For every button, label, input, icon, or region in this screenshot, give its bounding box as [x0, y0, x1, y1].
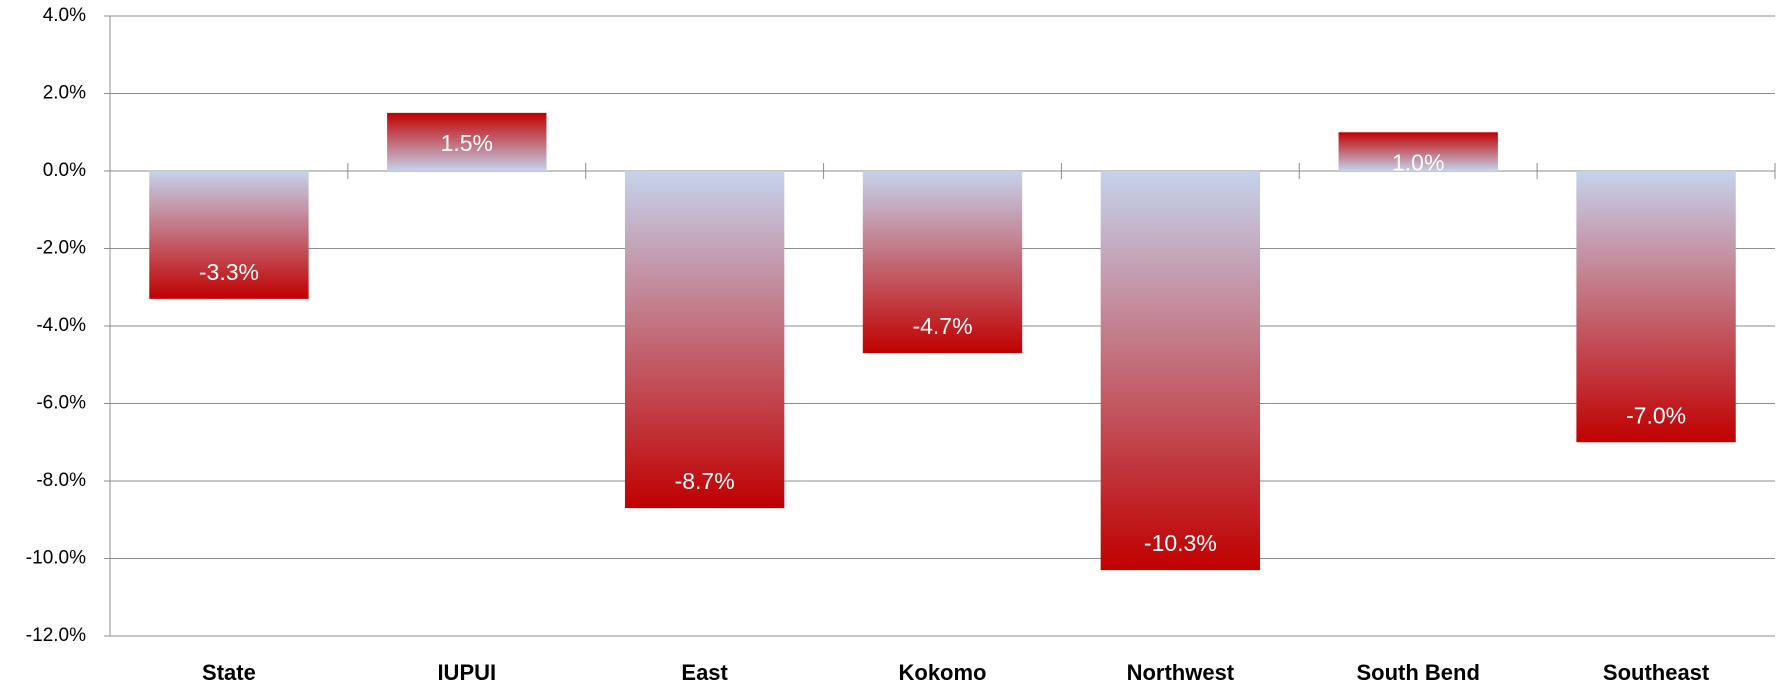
bar: [1338, 132, 1498, 171]
value-label: 1.5%: [441, 130, 493, 156]
y-tick-label: 2.0%: [43, 83, 86, 104]
value-label: -7.0%: [1626, 402, 1686, 428]
x-tick-label: South Bend: [1356, 660, 1479, 685]
bar: [387, 112, 547, 171]
value-label: -4.7%: [912, 313, 972, 339]
bar: [862, 171, 1023, 354]
bar: [149, 171, 309, 299]
value-label: -10.3%: [1144, 530, 1217, 556]
x-tick-label: Kokomo: [899, 660, 987, 685]
x-tick-label: Northwest: [1127, 660, 1235, 685]
y-tick-label: 0.0%: [43, 160, 86, 181]
y-tick-label: -4.0%: [36, 315, 86, 336]
y-tick-label: -12.0%: [26, 625, 86, 646]
value-label: -8.7%: [675, 468, 735, 494]
y-tick-label: -6.0%: [36, 393, 86, 414]
y-tick-label: -10.0%: [26, 548, 86, 569]
bar: [1576, 171, 1736, 443]
bar: [1100, 171, 1261, 571]
x-tick-label: Southeast: [1603, 660, 1710, 685]
y-tick-label: 4.0%: [43, 5, 86, 26]
x-tick-label: IUPUI: [437, 660, 496, 685]
x-tick-label: East: [681, 660, 728, 685]
x-tick-label: State: [202, 660, 256, 685]
bar: [624, 171, 785, 509]
value-label: 1.0%: [1392, 149, 1444, 175]
y-tick-label: -2.0%: [36, 238, 86, 259]
y-tick-label: -8.0%: [36, 470, 86, 491]
value-label: -3.3%: [199, 259, 259, 285]
